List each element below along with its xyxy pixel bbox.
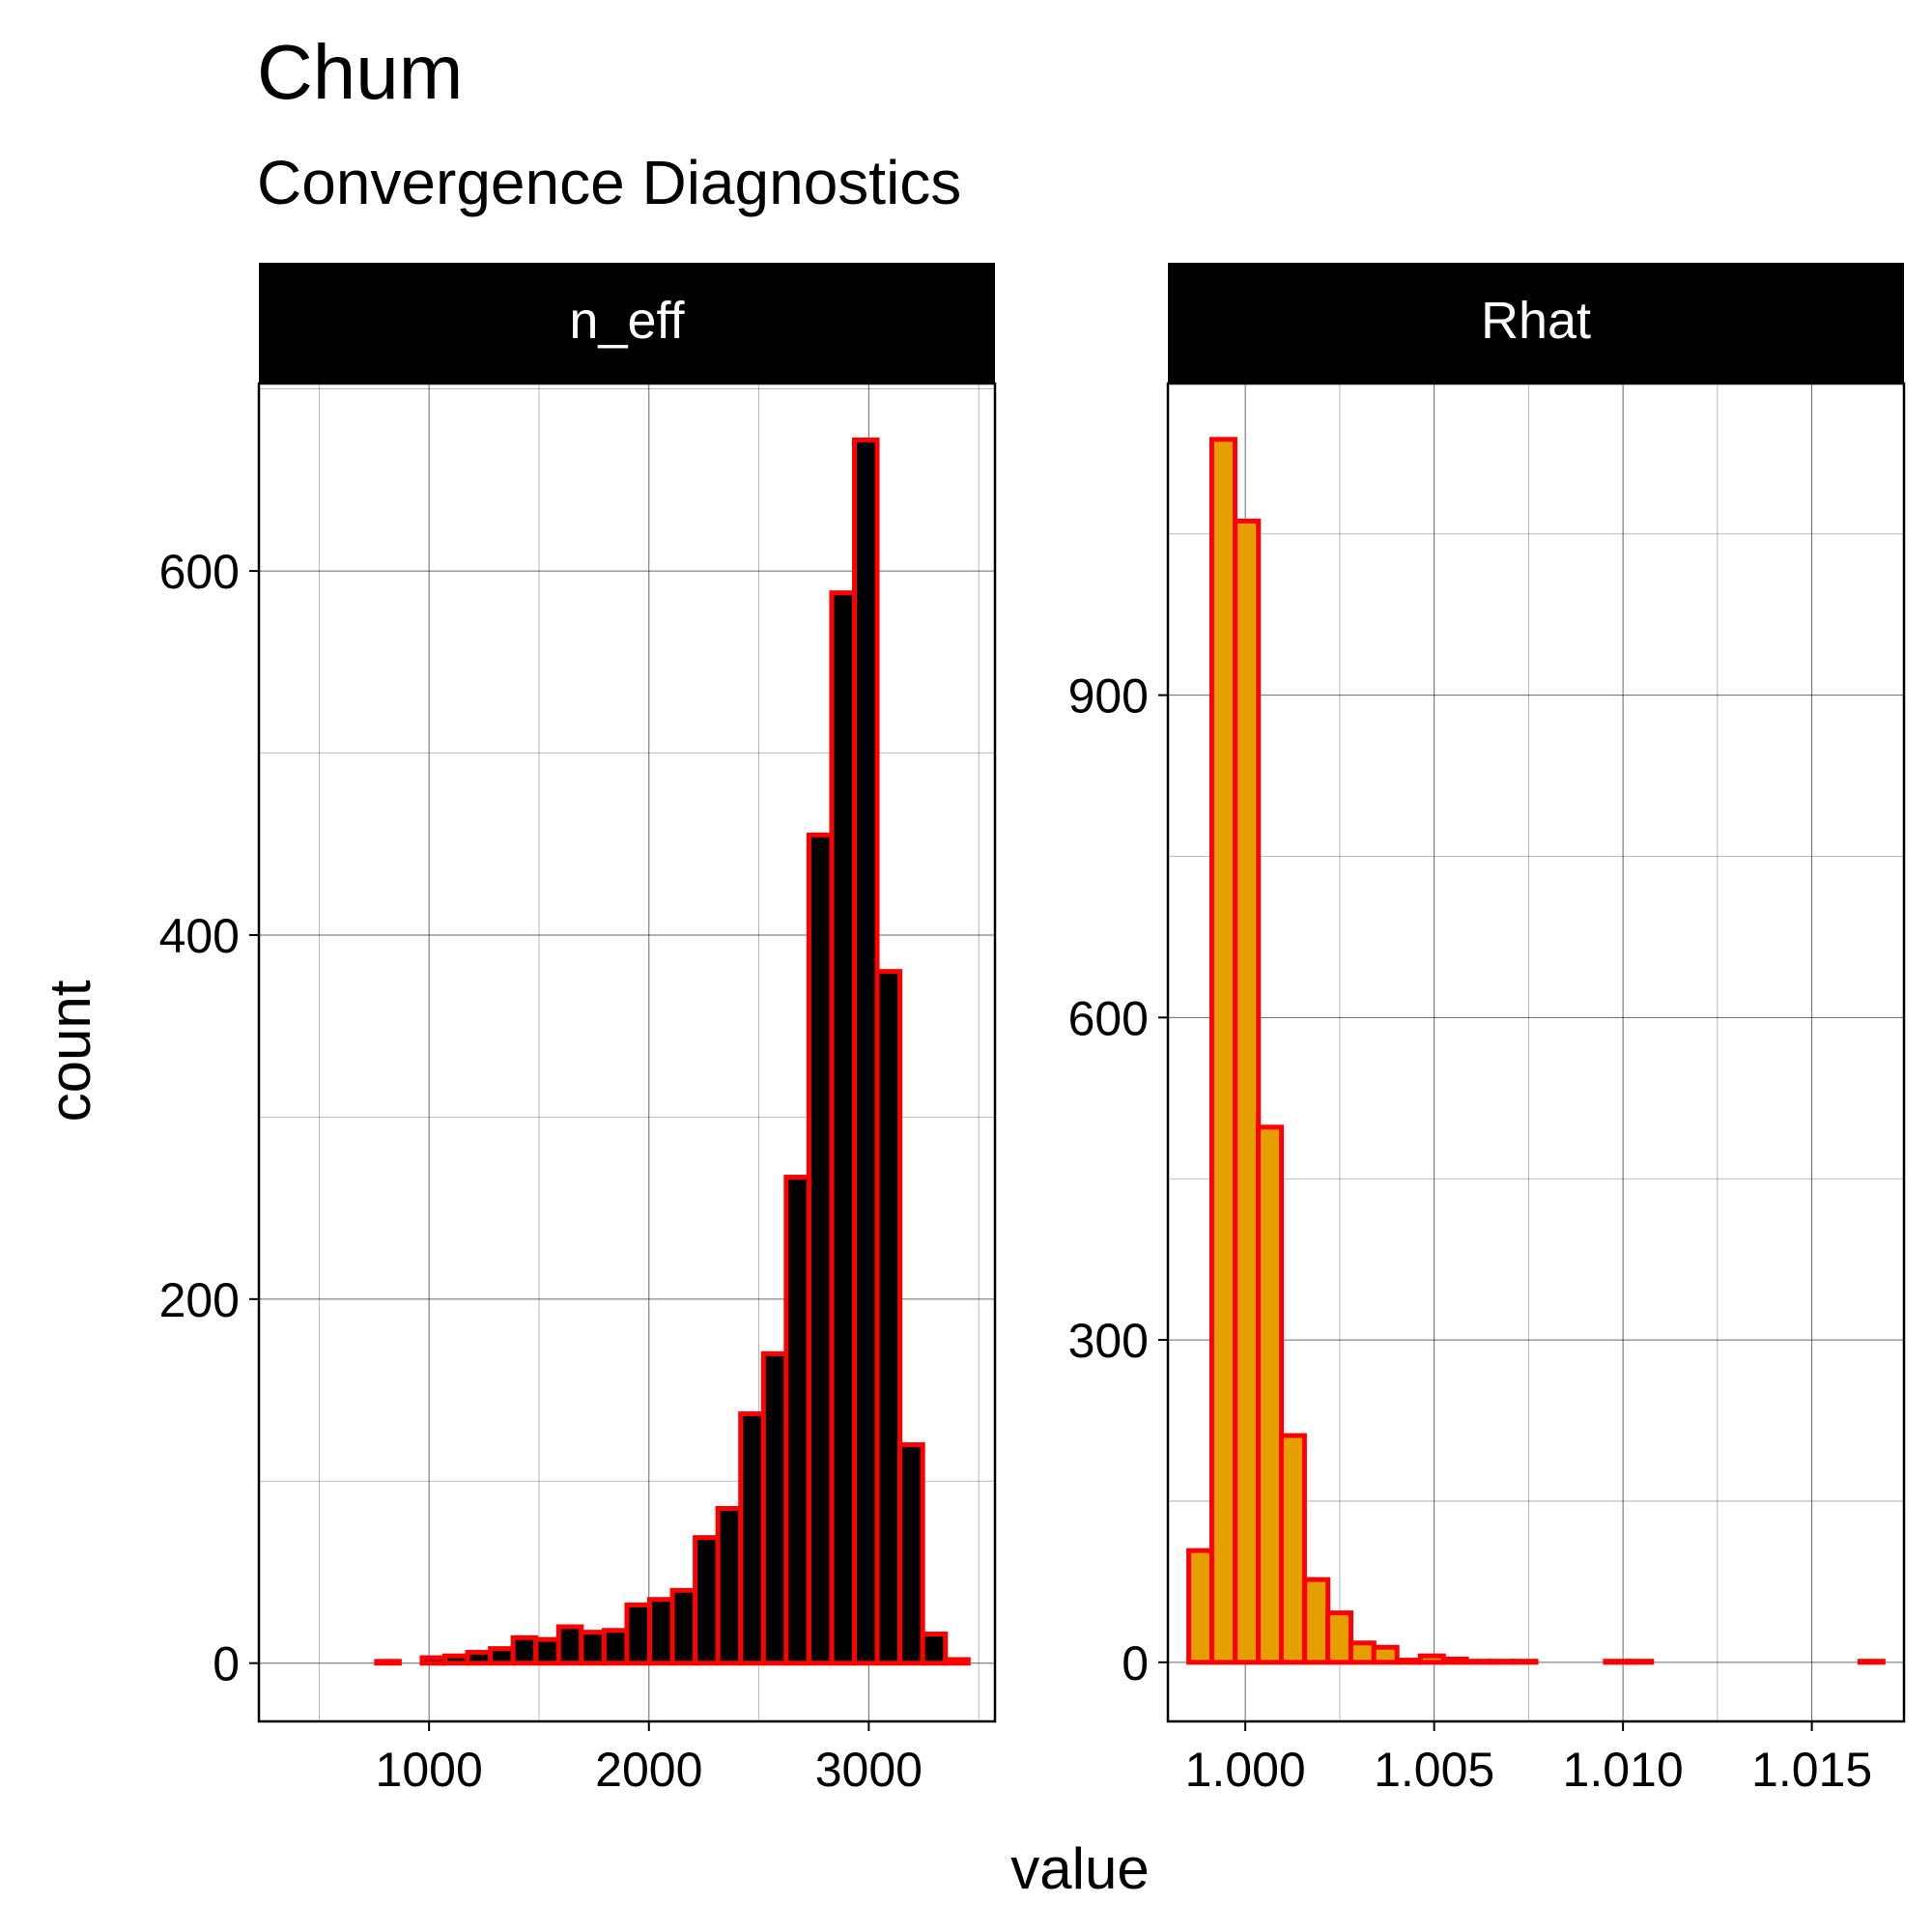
histogram-bar bbox=[533, 1636, 561, 1666]
histogram-bar bbox=[829, 590, 858, 1666]
histogram-bar bbox=[419, 1655, 447, 1666]
strip-label: Rhat bbox=[1481, 292, 1591, 350]
histogram-bar bbox=[1186, 1548, 1215, 1665]
histogram-bar bbox=[1302, 1577, 1331, 1665]
histogram-bar bbox=[783, 1175, 811, 1666]
histogram-bar bbox=[624, 1602, 652, 1666]
histogram-bar bbox=[897, 1442, 925, 1666]
y-tick-label: 0 bbox=[1122, 1636, 1149, 1690]
histogram-bar bbox=[920, 1632, 949, 1666]
histogram-bar bbox=[1278, 1433, 1307, 1665]
x-tick-label: 1.005 bbox=[1374, 1743, 1494, 1797]
histogram-bar bbox=[1394, 1658, 1423, 1665]
x-tick-label: 1000 bbox=[376, 1743, 483, 1797]
strip-label: n_eff bbox=[569, 292, 685, 350]
histogram-bar bbox=[1325, 1610, 1353, 1665]
histogram-bar bbox=[510, 1634, 539, 1666]
y-tick-label: 600 bbox=[1068, 991, 1149, 1045]
panel-n-eff: n_eff 1000 2000 3000 0 200 400 600 bbox=[159, 263, 997, 1797]
chart-title: Chum bbox=[257, 29, 463, 115]
y-tick-label: 300 bbox=[1068, 1314, 1149, 1368]
histogram-bar bbox=[1417, 1653, 1446, 1665]
strip-background bbox=[1168, 263, 1904, 384]
y-tick-label: 400 bbox=[159, 909, 240, 963]
histogram-bar bbox=[806, 832, 835, 1666]
histogram-bar bbox=[488, 1646, 516, 1666]
strip-background bbox=[259, 263, 995, 384]
histogram-bar bbox=[1256, 1124, 1285, 1665]
panel-border bbox=[1166, 382, 1906, 1723]
histogram-bar bbox=[1233, 518, 1262, 1665]
histogram-bar bbox=[646, 1597, 675, 1666]
x-tick-label: 1.000 bbox=[1185, 1743, 1306, 1797]
y-axis-label: count bbox=[38, 980, 102, 1122]
histogram-bar bbox=[852, 437, 880, 1666]
histogram-bar bbox=[760, 1350, 789, 1666]
x-tick-label: 1.015 bbox=[1751, 1743, 1872, 1797]
histogram-bar bbox=[943, 1657, 971, 1666]
histogram-bar bbox=[1348, 1640, 1377, 1665]
y-tick-label: 200 bbox=[159, 1273, 240, 1327]
x-axis-label: value bbox=[1010, 1836, 1149, 1901]
panel-rhat: Rhat 1.000 1.005 1.010 1.015 0 300 600 900 bbox=[1068, 263, 1906, 1797]
y-tick-label: 0 bbox=[213, 1637, 240, 1691]
histogram-bar bbox=[374, 1659, 402, 1666]
histogram-bar bbox=[1208, 437, 1237, 1665]
chart-subtitle: Convergence Diagnostics bbox=[257, 148, 961, 217]
panel-border bbox=[257, 382, 997, 1723]
histogram-bar bbox=[465, 1649, 494, 1666]
x-tick-label: 3000 bbox=[815, 1743, 923, 1797]
histogram-bar bbox=[715, 1506, 744, 1666]
x-tick-label: 1.010 bbox=[1563, 1743, 1684, 1797]
histogram-bar bbox=[579, 1630, 607, 1666]
histogram-bar bbox=[441, 1653, 470, 1666]
histogram-bar bbox=[601, 1628, 630, 1666]
histogram-bar bbox=[738, 1411, 766, 1666]
y-tick-label: 900 bbox=[1068, 669, 1149, 724]
x-tick-label: 2000 bbox=[595, 1743, 702, 1797]
histogram-bar bbox=[1371, 1644, 1400, 1665]
histogram-bar bbox=[669, 1587, 698, 1666]
y-tick-label: 600 bbox=[159, 545, 240, 599]
histogram-bar bbox=[555, 1624, 584, 1666]
histogram-bar bbox=[1440, 1656, 1469, 1665]
histogram-bar bbox=[693, 1535, 721, 1666]
histogram-bar bbox=[874, 969, 903, 1666]
